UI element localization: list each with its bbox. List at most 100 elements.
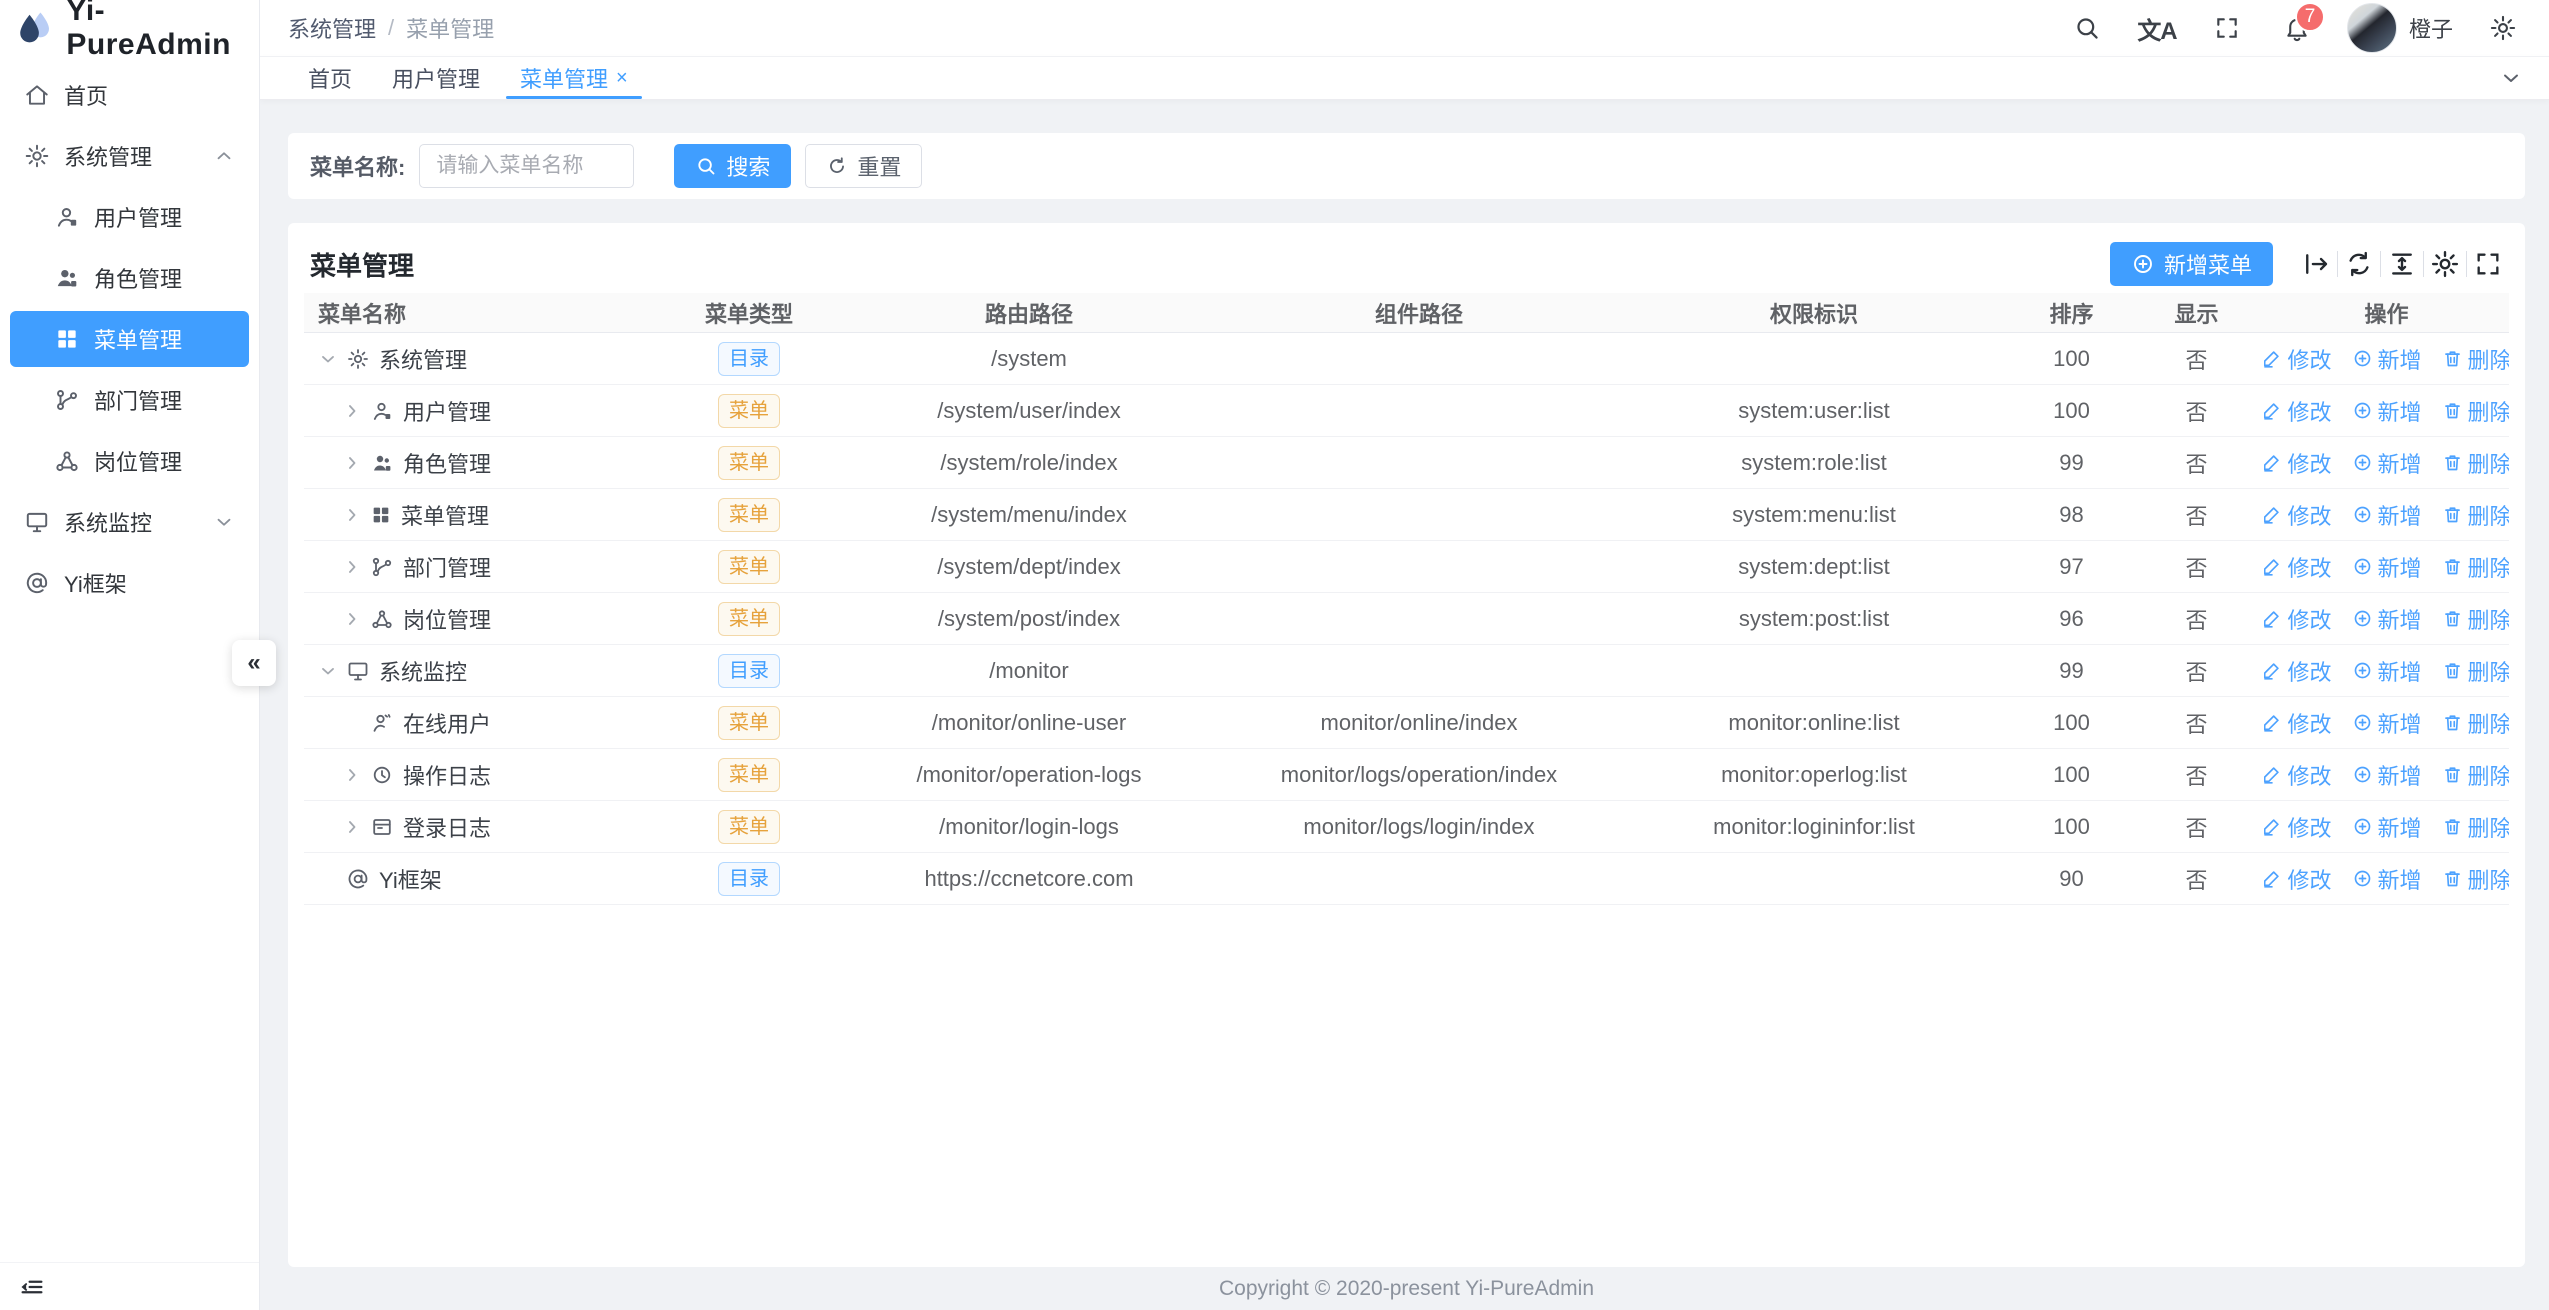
search-submit-button[interactable]: 搜索 (674, 144, 792, 188)
table-row[interactable]: 在线用户 菜单 /monitor/online-user monitor/onl… (304, 697, 2509, 749)
delete-button[interactable]: 删除 (2442, 707, 2509, 739)
table-row[interactable]: 操作日志 菜单 /monitor/operation-logs monitor/… (304, 749, 2509, 801)
delete-button[interactable]: 删除 (2442, 551, 2509, 583)
tab-menu[interactable]: 菜单管理 × (500, 57, 648, 99)
expand-collapse-all-button[interactable] (2295, 249, 2337, 279)
edit-button[interactable]: 修改 (2264, 603, 2332, 635)
add-button[interactable]: 新增 (2352, 707, 2422, 739)
delete-button[interactable]: 删除 (2442, 603, 2509, 635)
toolbar-divider (2423, 251, 2424, 277)
sidebar-item-menu[interactable]: 菜单管理 (10, 311, 249, 367)
add-button[interactable]: 新增 (2352, 551, 2422, 583)
language-button[interactable]: 文A (2137, 8, 2177, 48)
edit-button[interactable]: 修改 (2264, 863, 2332, 895)
edit-button[interactable]: 修改 (2264, 551, 2332, 583)
density-button[interactable] (2381, 249, 2423, 279)
expand-row-icon[interactable] (342, 817, 370, 837)
tabs-dropdown-button[interactable] (2499, 57, 2523, 99)
sidebar-item-label: 岗位管理 (94, 450, 183, 475)
sort-value: 100 (2053, 397, 2090, 423)
table-row[interactable]: 岗位管理 菜单 /system/post/index system:post:l… (304, 593, 2509, 645)
edit-button[interactable]: 修改 (2264, 707, 2332, 739)
reset-button[interactable]: 重置 (805, 144, 923, 188)
table-row[interactable]: 角色管理 菜单 /system/role/index system:role:l… (304, 437, 2509, 489)
refresh-table-button[interactable] (2338, 249, 2380, 279)
edit-button[interactable]: 修改 (2264, 499, 2332, 531)
settings-button[interactable] (2483, 8, 2523, 48)
search-button[interactable] (2067, 8, 2107, 48)
expand-row-icon[interactable] (342, 505, 370, 525)
sidebar-item-user[interactable]: 用户管理 (10, 189, 249, 245)
menu-type-tag: 菜单 (718, 601, 780, 636)
permission-id: system:post:list (1738, 605, 1890, 631)
table-row[interactable]: 部门管理 菜单 /system/dept/index system:dept:l… (304, 541, 2509, 593)
sidebar-item-system[interactable]: 系统管理 (10, 128, 249, 184)
table-row[interactable]: 用户管理 菜单 /system/user/index system:user:l… (304, 385, 2509, 437)
collapse-row-icon[interactable] (318, 661, 346, 681)
add-button[interactable]: 新增 (2352, 863, 2422, 895)
sidebar-item-framework[interactable]: Yi框架 (10, 555, 249, 611)
add-button[interactable]: 新增 (2352, 343, 2422, 375)
sidebar-item-post[interactable]: 岗位管理 (10, 433, 249, 489)
expand-row-icon[interactable] (342, 401, 370, 421)
expand-row-icon[interactable] (342, 453, 370, 473)
collapse-row-icon[interactable] (318, 349, 346, 369)
fold-menu-icon[interactable] (18, 1273, 46, 1301)
table-row[interactable]: 系统管理 目录 /system 100 否 修改 新增 删除 (304, 333, 2509, 385)
add-button[interactable]: 新增 (2352, 759, 2422, 791)
edit-button[interactable]: 修改 (2264, 759, 2332, 791)
delete-button[interactable]: 删除 (2442, 863, 2509, 895)
app-logo[interactable]: Yi-PureAdmin (0, 0, 259, 61)
menu-type-tag: 菜单 (718, 809, 780, 844)
add-button[interactable]: 新增 (2352, 499, 2422, 531)
tab-home[interactable]: 首页 (308, 67, 353, 92)
menu-name-input[interactable] (419, 144, 635, 188)
sidebar-item-label: 系统管理 (64, 145, 153, 170)
delete-button[interactable]: 删除 (2442, 759, 2509, 791)
notification-button[interactable]: 7 (2277, 2, 2325, 48)
sidebar-item-home[interactable]: 首页 (10, 67, 249, 123)
edit-button[interactable]: 修改 (2264, 811, 2332, 843)
add-menu-button[interactable]: 新增菜单 (2109, 242, 2273, 286)
table-fullscreen-button[interactable] (2467, 250, 2509, 278)
delete-button[interactable]: 删除 (2442, 499, 2509, 531)
column-settings-button[interactable] (2424, 249, 2466, 279)
notification-badge: 7 (2294, 2, 2325, 32)
table-row[interactable]: 登录日志 菜单 /monitor/login-logs monitor/logs… (304, 801, 2509, 853)
show-value: 否 (2185, 607, 2208, 633)
table-row[interactable]: 菜单管理 菜单 /system/menu/index system:menu:l… (304, 489, 2509, 541)
user-menu[interactable]: 橙子 (2346, 3, 2453, 53)
add-button[interactable]: 新增 (2352, 655, 2422, 687)
delete-button[interactable]: 删除 (2442, 655, 2509, 687)
expand-row-icon[interactable] (342, 609, 370, 629)
sidebar-item-monitor[interactable]: 系统监控 (10, 494, 249, 550)
delete-button[interactable]: 删除 (2442, 395, 2509, 427)
edit-button[interactable]: 修改 (2264, 343, 2332, 375)
table-row[interactable]: 系统监控 目录 /monitor 99 否 修改 新增 删除 (304, 645, 2509, 697)
add-button[interactable]: 新增 (2352, 395, 2422, 427)
add-button[interactable]: 新增 (2352, 447, 2422, 479)
expand-row-icon[interactable] (342, 765, 370, 785)
breadcrumb-parent[interactable]: 系统管理 (288, 17, 377, 42)
delete-button[interactable]: 删除 (2442, 447, 2509, 479)
sidebar-item-role[interactable]: 角色管理 (10, 250, 249, 306)
sidebar-collapse-button[interactable]: « (232, 640, 276, 686)
edit-button[interactable]: 修改 (2264, 655, 2332, 687)
add-button[interactable]: 新增 (2352, 603, 2422, 635)
delete-button[interactable]: 删除 (2442, 343, 2509, 375)
fullscreen-button[interactable] (2207, 8, 2247, 48)
tab-user[interactable]: 用户管理 (392, 67, 481, 92)
edit-button[interactable]: 修改 (2264, 447, 2332, 479)
column-header: 显示 (2174, 301, 2219, 327)
logo-drop-icon (20, 12, 49, 43)
add-button[interactable]: 新增 (2352, 811, 2422, 843)
sidebar-item-dept[interactable]: 部门管理 (10, 372, 249, 428)
delete-button[interactable]: 删除 (2442, 811, 2509, 843)
users-icon (57, 269, 77, 287)
menu-name: 在线用户 (403, 711, 492, 737)
table-row[interactable]: Yi框架 目录 https://ccnetcore.com 90 否 修改 新增… (304, 853, 2509, 905)
close-tab-icon[interactable]: × (616, 66, 628, 89)
edit-button[interactable]: 修改 (2264, 395, 2332, 427)
expand-row-icon[interactable] (342, 557, 370, 577)
search-icon (2077, 18, 2098, 39)
